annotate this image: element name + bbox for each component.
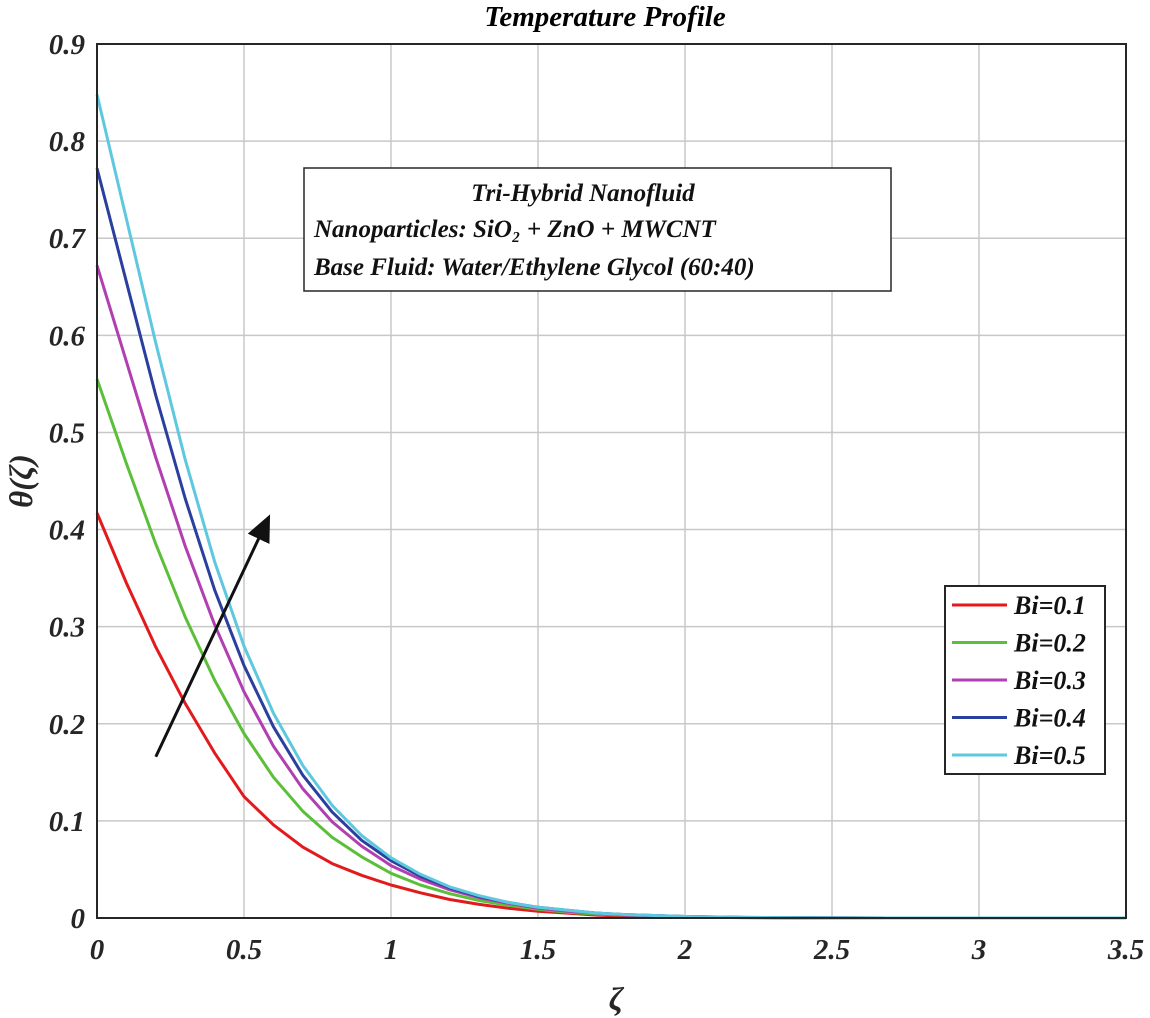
- annotation-line-3: Base Fluid: Water/Ethylene Glycol (60:40…: [313, 254, 755, 281]
- x-tick-label: 2: [677, 934, 693, 966]
- tick-labels: 0 0.5 1 1.5 2 2.5 3 3.5 0 0.1 0.2 0.3 0.4 0.5 0.6 0.7 0.…: [49, 29, 1144, 966]
- x-tick-label: 2.5: [813, 934, 850, 966]
- y-tick-label: 0.3: [49, 612, 85, 644]
- x-tick-label: 1.5: [520, 934, 556, 966]
- x-tick-label: 0: [90, 934, 105, 966]
- annotation-box: Tri-Hybrid Nanofluid Nanoparticles: SiO₂…: [303, 167, 892, 292]
- annotation-frame: [303, 167, 892, 292]
- legend-label-2: Bi=0.2: [1013, 629, 1086, 658]
- y-tick-label: 0.6: [49, 320, 86, 352]
- legend-label-4: Bi=0.4: [1013, 704, 1086, 733]
- increasing-bi-arrow: [154, 514, 271, 758]
- plot-frame: [96, 43, 1127, 919]
- y-tick-label: 0.2: [49, 709, 85, 741]
- x-tick-label: 3: [971, 934, 987, 966]
- legend-label-1: Bi=0.1: [1013, 591, 1086, 620]
- annotation-line-1: Tri-Hybrid Nanofluid: [471, 180, 695, 207]
- y-tick-label: 0.8: [49, 126, 86, 158]
- chart-title: Temperature Profile: [484, 1, 726, 33]
- x-tick-label: 0.5: [226, 934, 262, 966]
- x-tick-label: 1: [384, 934, 399, 966]
- x-tick-label: 3.5: [1107, 934, 1144, 966]
- legend-label-3: Bi=0.3: [1013, 666, 1086, 695]
- annotation-line-2: Nanoparticles: SiO₂ + ZnO + MWCNT: [313, 216, 718, 243]
- y-tick-label: 0.9: [49, 29, 85, 61]
- legend: Bi=0.1 Bi=0.2 Bi=0.3 Bi=0.4 Bi=0.5: [944, 585, 1106, 775]
- series-line-5: [95, 94, 1126, 920]
- y-tick-label: 0.5: [49, 417, 85, 449]
- y-tick-label: 0.7: [49, 223, 87, 255]
- y-tick-label: 0: [71, 903, 86, 935]
- x-axis-label: ζ: [609, 982, 625, 1018]
- y-tick-label: 0.4: [49, 515, 85, 547]
- y-axis-label: θ(ζ): [4, 454, 40, 508]
- legend-label-5: Bi=0.5: [1013, 741, 1086, 770]
- y-tick-label: 0.1: [49, 806, 85, 838]
